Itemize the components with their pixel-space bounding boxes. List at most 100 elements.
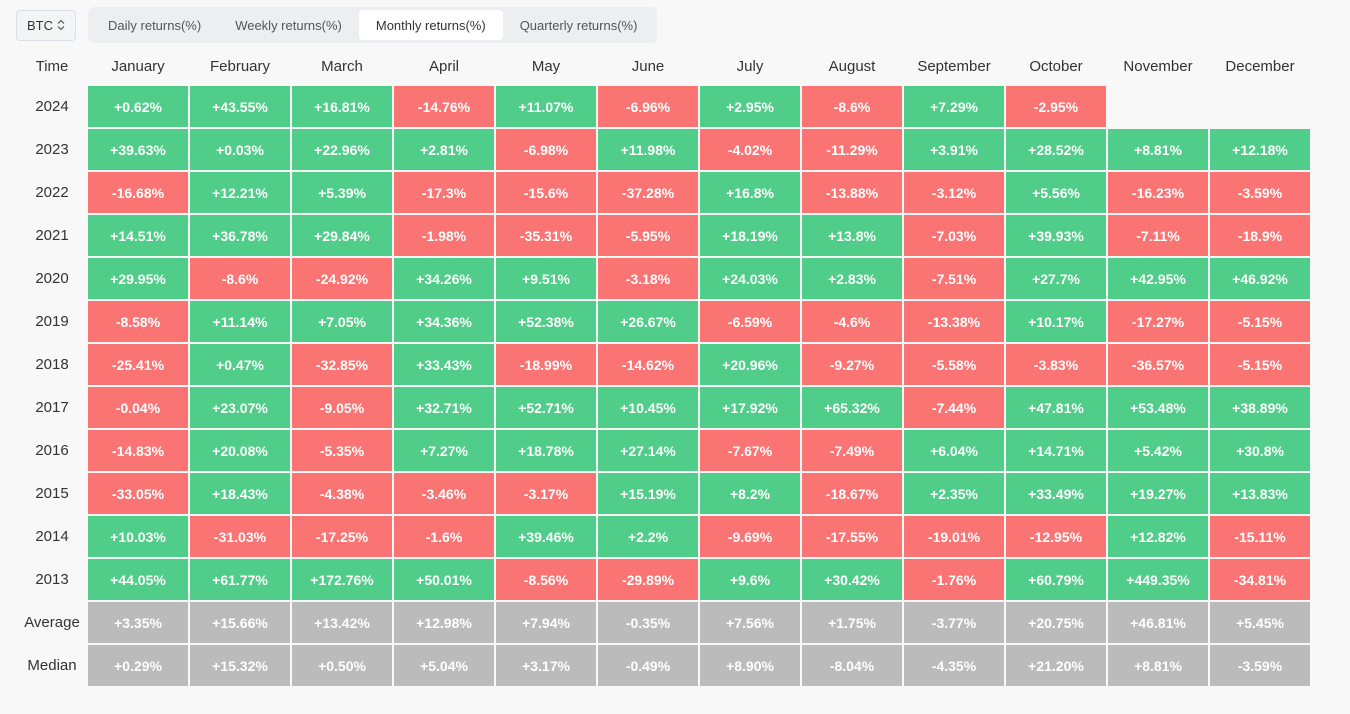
return-cell: +47.81% — [1006, 387, 1106, 428]
tab-quarterly-returns[interactable]: Quarterly returns(%) — [519, 17, 638, 33]
year-row: 2017 -0.04% +23.07% -9.05% +32.71% +52.71% +10… — [18, 387, 1310, 428]
tab-daily-returns[interactable]: Daily returns(%) — [108, 17, 202, 33]
return-cell: +46.81% — [1108, 602, 1208, 643]
row-label: 2020 — [35, 270, 69, 287]
month-header: June — [631, 57, 665, 75]
return-cell: -14.83% — [88, 430, 188, 471]
return-cell: +13.42% — [292, 602, 392, 643]
return-cell: -1.98% — [394, 215, 494, 256]
return-cell: +16.81% — [292, 86, 392, 127]
return-cell: +3.35% — [88, 602, 188, 643]
return-cell: -37.28% — [598, 172, 698, 213]
return-cell: -24.92% — [292, 258, 392, 299]
return-cell: +61.77% — [190, 559, 290, 600]
return-cell: -9.69% — [700, 516, 800, 557]
return-cell: -29.89% — [598, 559, 698, 600]
return-cell: -11.29% — [802, 129, 902, 170]
return-cell: +14.71% — [1006, 430, 1106, 471]
return-cell: +449.35% — [1108, 559, 1208, 600]
return-cell: -5.95% — [598, 215, 698, 256]
return-cell: -4.35% — [904, 645, 1004, 686]
return-cell: +29.95% — [88, 258, 188, 299]
return-cell: +39.63% — [88, 129, 188, 170]
return-cell: -0.35% — [598, 602, 698, 643]
return-cell: +34.36% — [394, 301, 494, 342]
return-cell: +7.27% — [394, 430, 494, 471]
return-cell: +24.03% — [700, 258, 800, 299]
year-row: 2015 -33.05% +18.43% -4.38% -3.46% -3.17% +15.… — [18, 473, 1310, 514]
return-cell: -7.67% — [700, 430, 800, 471]
return-cell: +12.18% — [1210, 129, 1310, 170]
row-label: 2024 — [35, 98, 69, 115]
return-cell: +13.83% — [1210, 473, 1310, 514]
asset-select[interactable]: BTC — [16, 9, 76, 41]
return-cell: -4.02% — [700, 129, 800, 170]
return-cell: -15.11% — [1210, 516, 1310, 557]
row-label: 2023 — [35, 141, 69, 158]
return-cell: +18.19% — [700, 215, 800, 256]
return-cell: +8.81% — [1108, 645, 1208, 686]
return-cell: +26.67% — [598, 301, 698, 342]
return-cell: -1.6% — [394, 516, 494, 557]
month-header: May — [531, 57, 561, 75]
return-cell: -4.6% — [802, 301, 902, 342]
return-cell: -8.6% — [802, 86, 902, 127]
row-label: 2014 — [35, 528, 69, 545]
return-cell: +5.04% — [394, 645, 494, 686]
return-cell: +12.82% — [1108, 516, 1208, 557]
month-header: July — [736, 57, 764, 75]
return-cell: +38.89% — [1210, 387, 1310, 428]
return-cell: -7.49% — [802, 430, 902, 471]
return-cell: -5.15% — [1210, 301, 1310, 342]
return-cell: +7.56% — [700, 602, 800, 643]
return-cell: -14.62% — [598, 344, 698, 385]
month-header: November — [1123, 57, 1193, 75]
return-cell: -17.25% — [292, 516, 392, 557]
return-cell: +2.2% — [598, 516, 698, 557]
return-cell: -2.95% — [1006, 86, 1106, 127]
return-cell: +9.51% — [496, 258, 596, 299]
return-cell: +43.55% — [190, 86, 290, 127]
return-cell: -3.83% — [1006, 344, 1106, 385]
return-cell: -25.41% — [88, 344, 188, 385]
return-cell: +28.52% — [1006, 129, 1106, 170]
chevron-up-down-icon — [57, 19, 65, 31]
tab-weekly-returns[interactable]: Weekly returns(%) — [235, 17, 342, 33]
return-cell: +50.01% — [394, 559, 494, 600]
month-header: February — [209, 57, 271, 75]
return-cell: -9.05% — [292, 387, 392, 428]
month-header: August — [828, 57, 876, 75]
return-cell: -0.49% — [598, 645, 698, 686]
year-row: 2018 -25.41% +0.47% -32.85% +33.43% -18.99% -1… — [18, 344, 1310, 385]
row-label: 2015 — [35, 485, 69, 502]
return-cell: +11.07% — [496, 86, 596, 127]
return-cell: +0.50% — [292, 645, 392, 686]
return-cell: -12.95% — [1006, 516, 1106, 557]
month-header: December — [1225, 57, 1295, 75]
return-cell: +20.96% — [700, 344, 800, 385]
year-row: 2024 +0.62% +43.55% +16.81% -14.76% +11.07% -6… — [18, 86, 1310, 127]
return-cell: +19.27% — [1108, 473, 1208, 514]
tab-monthly-returns[interactable]: Monthly returns(%) — [358, 10, 503, 40]
return-cell: +5.39% — [292, 172, 392, 213]
return-cell: +5.56% — [1006, 172, 1106, 213]
row-label: 2022 — [35, 184, 69, 201]
return-cell: +42.95% — [1108, 258, 1208, 299]
return-cell: +8.81% — [1108, 129, 1208, 170]
row-label: 2018 — [35, 356, 69, 373]
return-cell: +18.78% — [496, 430, 596, 471]
return-cell: +30.8% — [1210, 430, 1310, 471]
return-cell: +15.66% — [190, 602, 290, 643]
return-cell: +53.48% — [1108, 387, 1208, 428]
return-cell: +16.8% — [700, 172, 800, 213]
return-cell: -32.85% — [292, 344, 392, 385]
return-cell: +7.05% — [292, 301, 392, 342]
return-cell: -9.27% — [802, 344, 902, 385]
return-cell: +20.75% — [1006, 602, 1106, 643]
return-cell: +17.92% — [700, 387, 800, 428]
summary-row: Average +3.35% +15.66% +13.42% +12.98% +7.94%… — [18, 602, 1310, 643]
return-cell: -0.04% — [88, 387, 188, 428]
return-cell: -7.11% — [1108, 215, 1208, 256]
return-cell: -15.6% — [496, 172, 596, 213]
return-cell: +34.26% — [394, 258, 494, 299]
